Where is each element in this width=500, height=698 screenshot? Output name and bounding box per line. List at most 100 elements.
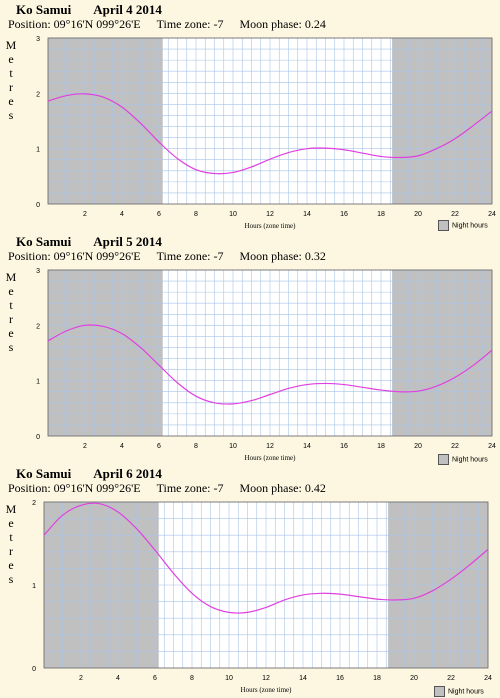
panel-title: Ko Samui April 5 2014 <box>16 234 162 250</box>
position-label: Position: 09°16'N 099°26'E <box>8 249 141 263</box>
night-swatch <box>438 220 449 231</box>
x-tick-label: 22 <box>451 211 459 218</box>
x-tick-label: 14 <box>303 211 311 218</box>
x-tick-label: 14 <box>299 675 307 682</box>
y-tick-label: 0 <box>36 202 40 209</box>
x-tick-label: 12 <box>266 443 274 450</box>
tide-height-line <box>47 93 493 175</box>
legend-label: Night hours <box>452 456 488 464</box>
night-band <box>392 38 492 204</box>
tide-panel-1: Ko Samui April 4 2014 Position: 09°16'N 0… <box>0 2 500 234</box>
x-tick-label: 2 <box>79 675 83 682</box>
y-tick-label: 1 <box>36 147 40 154</box>
x-tick-label: 4 <box>120 443 124 450</box>
x-tick-label: 20 <box>410 675 418 682</box>
legend-night-hours: Night hours <box>438 454 488 465</box>
x-tick-label: 8 <box>194 211 198 218</box>
x-tick-label: 20 <box>414 211 422 218</box>
moon-phase-label: Moon phase: 0.32 <box>239 249 326 263</box>
y-axis-label-letter: t <box>9 530 13 544</box>
info-line: Position: 09°16'N 099°26'E Time zone: -7 M… <box>8 17 342 32</box>
night-band <box>48 270 163 436</box>
x-tick-label: 6 <box>157 443 161 450</box>
location-label: Ko Samui <box>16 466 72 481</box>
night-band <box>48 38 163 204</box>
y-axis-label-letter: s <box>8 340 14 354</box>
date-label: April 6 2014 <box>93 466 162 481</box>
moon-phase-label: Moon phase: 0.24 <box>239 17 326 31</box>
y-axis-label-letter: e <box>8 326 14 340</box>
y-tick-label: 2 <box>36 91 40 98</box>
plot-frame <box>47 37 493 205</box>
legend-label: Night hours <box>452 222 488 230</box>
x-axis-label: Hours (zone time) <box>245 454 297 462</box>
x-tick-label: 22 <box>447 675 455 682</box>
panel-title: Ko Samui April 6 2014 <box>16 466 162 482</box>
y-tick-label: 1 <box>32 583 36 590</box>
x-tick-label: 14 <box>303 443 311 450</box>
position-label: Position: 09°16'N 099°26'E <box>8 17 141 31</box>
x-tick-label: 10 <box>229 211 237 218</box>
timezone-label: Time zone: -7 <box>156 249 224 263</box>
y-axis-label-letter: M <box>5 502 17 516</box>
x-axis-label: Hours (zone time) <box>241 686 293 694</box>
y-axis-label-letter: e <box>8 284 14 298</box>
tide-height-line <box>47 324 493 405</box>
y-axis-label-letter: t <box>9 298 13 312</box>
x-tick-label: 8 <box>194 443 198 450</box>
night-swatch <box>438 454 449 465</box>
y-axis-label-letter: M <box>5 38 17 52</box>
x-tick-label: 20 <box>414 443 422 450</box>
y-axis-label-letter: M <box>5 270 17 284</box>
position-label: Position: 09°16'N 099°26'E <box>8 481 141 495</box>
y-axis-label-letter: s <box>8 108 14 122</box>
x-tick-label: 10 <box>225 675 233 682</box>
x-tick-label: 16 <box>340 211 348 218</box>
x-tick-label: 2 <box>83 443 87 450</box>
y-axis-label-letter: e <box>8 52 14 66</box>
x-tick-label: 10 <box>229 443 237 450</box>
x-tick-label: 4 <box>116 675 120 682</box>
y-axis-label-letter: r <box>9 80 13 94</box>
panel-title: Ko Samui April 4 2014 <box>16 2 162 18</box>
tide-height-line <box>43 502 489 614</box>
moon-phase-label: Moon phase: 0.42 <box>239 481 326 495</box>
x-tick-label: 18 <box>377 443 385 450</box>
x-tick-label: 16 <box>340 443 348 450</box>
y-axis-label-letter: e <box>8 94 14 108</box>
y-tick-label: 3 <box>36 36 40 43</box>
x-tick-label: 8 <box>190 675 194 682</box>
plot-frame <box>47 269 493 437</box>
y-tick-label: 1 <box>36 379 40 386</box>
x-tick-label: 24 <box>488 443 496 450</box>
y-tick-label: 2 <box>32 500 36 507</box>
y-tick-label: 3 <box>36 268 40 275</box>
x-tick-label: 18 <box>377 211 385 218</box>
y-axis-label-letter: r <box>9 312 13 326</box>
y-axis-label-letter: e <box>8 558 14 572</box>
x-tick-label: 22 <box>451 443 459 450</box>
info-line: Position: 09°16'N 099°26'E Time zone: -7 M… <box>8 481 342 496</box>
x-axis-label: Hours (zone time) <box>245 222 297 230</box>
tide-panel-3: Ko Samui April 6 2014 Position: 09°16'N 0… <box>0 466 500 698</box>
x-tick-label: 12 <box>266 211 274 218</box>
location-label: Ko Samui <box>16 2 72 17</box>
legend-label: Night hours <box>448 688 484 696</box>
y-axis-label-letter: e <box>8 516 14 530</box>
x-tick-label: 24 <box>488 211 496 218</box>
plot-frame <box>43 501 489 669</box>
y-axis-label-letter: t <box>9 66 13 80</box>
night-swatch <box>434 686 445 697</box>
date-label: April 4 2014 <box>93 2 162 17</box>
night-band <box>392 270 492 436</box>
x-tick-label: 24 <box>484 675 492 682</box>
tide-panel-2: Ko Samui April 5 2014 Position: 09°16'N 0… <box>0 234 500 466</box>
x-tick-label: 16 <box>336 675 344 682</box>
legend-night-hours: Night hours <box>434 686 484 697</box>
